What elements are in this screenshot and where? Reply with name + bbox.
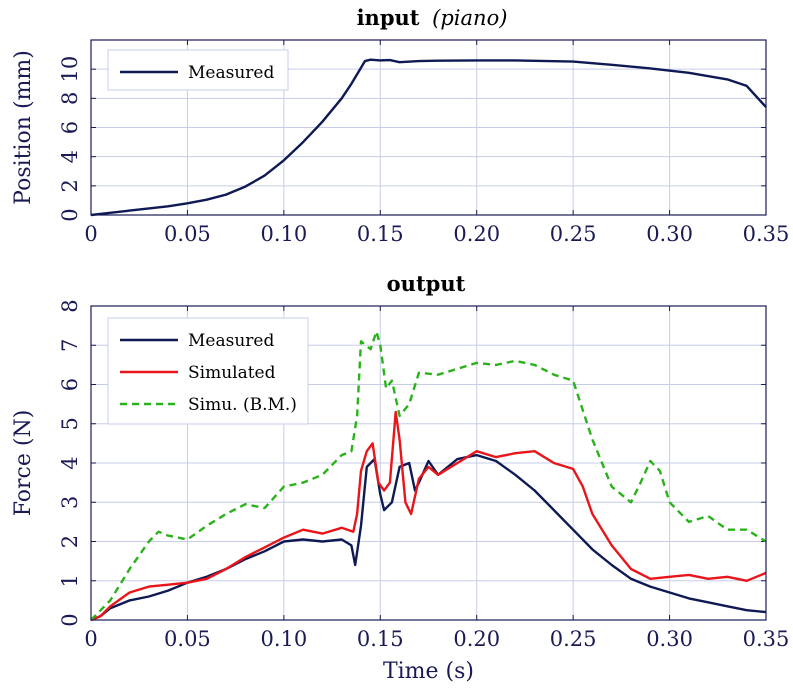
chart2-series-2-line bbox=[90, 410, 767, 622]
chart2-xtick-label: 0.35 bbox=[743, 627, 790, 651]
chart1-xtick-label: 0.25 bbox=[550, 222, 597, 246]
chart2-ytick-label: 6 bbox=[58, 378, 82, 391]
chart1-ylabel: Position (mm) bbox=[11, 50, 36, 205]
chart2-legend-label: Simulated bbox=[188, 363, 276, 383]
chart2-frame bbox=[90, 305, 767, 621]
chart1-xtick-label: 0.30 bbox=[646, 222, 693, 246]
chart2-ylabel: Force (N) bbox=[11, 410, 36, 517]
chart2-ytick-label: 4 bbox=[58, 456, 82, 469]
chart2-legend: Measured Simulated Simu. (B.M.) bbox=[107, 317, 309, 425]
chart1-ytick-label: 2 bbox=[58, 179, 82, 192]
chart2-ytick-label: 7 bbox=[58, 339, 82, 352]
chart1-frame bbox=[90, 39, 767, 216]
chart1-ytick-label: 4 bbox=[58, 150, 82, 163]
chart2-ytick-label: 0 bbox=[58, 613, 82, 626]
chart2-xtick-label: 0.25 bbox=[550, 627, 597, 651]
chart2-xtick-label: 0.10 bbox=[260, 627, 307, 651]
chart2-series-1-line bbox=[90, 453, 767, 622]
chart2-ytick-label: 3 bbox=[58, 496, 82, 509]
chart1-xtick-label: 0.20 bbox=[453, 222, 500, 246]
chart1-xtick-label: 0.15 bbox=[357, 222, 404, 246]
chart2-xtick-label: 0.05 bbox=[164, 627, 211, 651]
chart2-legend-label: Simu. (B.M.) bbox=[188, 395, 297, 415]
chart1-legend: Measured bbox=[107, 49, 289, 91]
chart1-xtick-label: 0 bbox=[84, 222, 97, 246]
chart1-xtick-label: 0.05 bbox=[164, 222, 211, 246]
chart2-legend-label: Measured bbox=[188, 331, 274, 351]
chart1-title-italic: (piano) bbox=[432, 6, 507, 30]
chart2-xtick-label: 0 bbox=[84, 627, 97, 651]
chart1-series-1-line bbox=[90, 58, 767, 217]
chart2-ytick-label: 1 bbox=[58, 574, 82, 587]
chart1-ytick-label: 8 bbox=[58, 92, 82, 105]
chart1-ytick-label: 0 bbox=[58, 208, 82, 221]
chart2-plot: 0 0.05 0.10 0.15 0.20 0.25 0.30 0.35 0 1 2 3 4 5 6 7 8 Fo… bbox=[11, 299, 789, 684]
chart2-xlabel: Time (s) bbox=[383, 659, 474, 684]
chart2-xtick-label: 0.15 bbox=[357, 627, 404, 651]
chart1-ytick-label: 10 bbox=[58, 56, 82, 83]
chart1-legend-box bbox=[107, 49, 289, 91]
chart1-plot: 0 0.05 0.10 0.15 0.20 0.25 0.30 0.35 0 2 4 6 8 10 Posi… bbox=[11, 39, 790, 246]
chart1-xtick-label: 0.10 bbox=[260, 222, 307, 246]
chart2-xtick-label: 0.30 bbox=[646, 627, 693, 651]
chart2-ytick-label: 5 bbox=[58, 417, 82, 430]
chart1-legend-label: Measured bbox=[188, 63, 274, 83]
chart2-title: output bbox=[387, 271, 466, 296]
chart2-series-3-line bbox=[90, 330, 767, 621]
chart1-ytick-label: 6 bbox=[58, 121, 82, 134]
chart2-ytick-label: 2 bbox=[58, 535, 82, 548]
chart1-title: input (piano) bbox=[357, 5, 508, 30]
chart2-xtick-label: 0.20 bbox=[453, 627, 500, 651]
chart2-ytick-label: 8 bbox=[58, 299, 82, 312]
chart1-title-bold: input bbox=[357, 5, 420, 30]
chart1-xtick-label: 0.35 bbox=[743, 222, 790, 246]
